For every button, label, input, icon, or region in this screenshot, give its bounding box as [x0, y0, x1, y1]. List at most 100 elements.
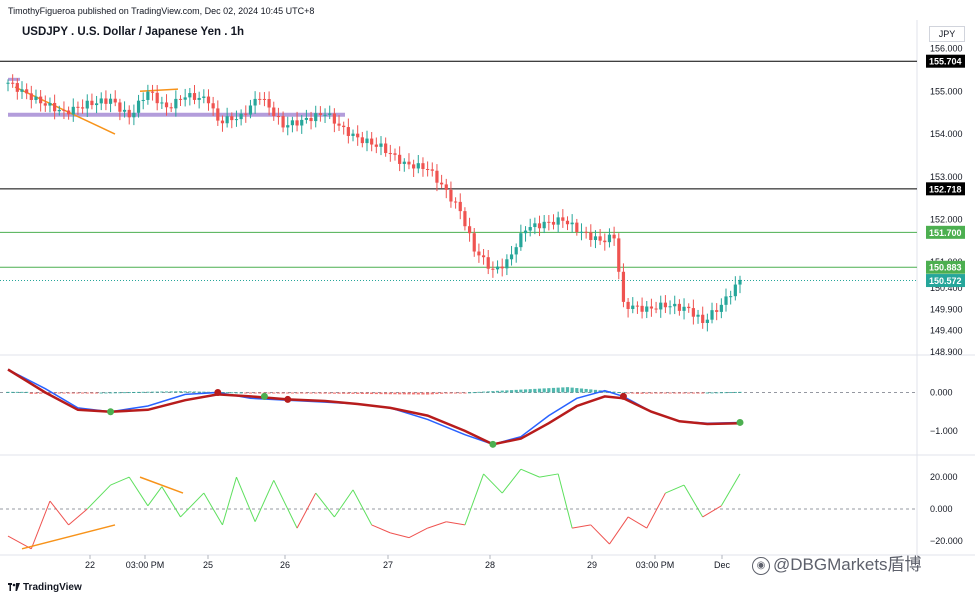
- candle-body: [412, 164, 416, 169]
- histogram-bar: [729, 392, 733, 394]
- candle-body: [430, 169, 434, 171]
- candle-body: [286, 125, 290, 128]
- price-pane[interactable]: [0, 60, 917, 332]
- candle-body: [598, 236, 602, 241]
- histogram-bar: [34, 392, 38, 394]
- histogram-bar: [197, 391, 201, 393]
- candle-body: [39, 96, 43, 104]
- histogram-bar: [150, 391, 155, 393]
- histogram-bar: [659, 392, 663, 394]
- candle-body: [146, 91, 150, 100]
- histogram-bar: [481, 391, 486, 393]
- candle-body: [621, 271, 626, 302]
- y-tick-label: 149.900: [930, 304, 963, 314]
- candle-body: [561, 217, 565, 221]
- level-label-bg: [926, 225, 965, 239]
- candle-body: [421, 163, 425, 169]
- candle-body: [505, 259, 509, 269]
- level-label-bg: [926, 182, 965, 196]
- time-axis: 22 03:00 PM 25 26 27 28 29 03:00 PM Dec: [85, 555, 730, 570]
- histogram-bar: [435, 392, 439, 395]
- candle-body: [500, 266, 504, 269]
- histogram-bar: [309, 392, 313, 394]
- oscillator-segment: [627, 516, 648, 529]
- candle-body: [43, 103, 47, 106]
- candle-body: [34, 96, 38, 100]
- candle-body: [467, 226, 472, 234]
- candle-body: [342, 125, 346, 128]
- candle-body: [514, 247, 518, 255]
- histogram-bar: [118, 392, 122, 394]
- candle-body: [295, 120, 299, 126]
- histogram-bar: [491, 391, 495, 393]
- candle-body: [407, 161, 411, 165]
- histogram-bar: [645, 392, 649, 394]
- oscillator-pane[interactable]: [0, 468, 917, 550]
- histogram-bar: [687, 392, 691, 394]
- candle-body: [281, 116, 285, 128]
- histogram-bar: [589, 389, 593, 393]
- histogram-bar: [39, 392, 43, 394]
- histogram-bar: [234, 392, 239, 394]
- histogram-bar: [551, 387, 556, 393]
- oscillator-segment: [315, 492, 335, 518]
- histogram-bar: [449, 392, 453, 394]
- histogram-bar: [388, 392, 392, 395]
- macd-pane[interactable]: [0, 368, 917, 448]
- candle-body: [62, 109, 66, 111]
- histogram-bar: [626, 392, 630, 394]
- oscillator-segment: [609, 516, 629, 545]
- histogram-bar: [80, 392, 85, 394]
- histogram-bar: [528, 389, 532, 393]
- histogram-bar: [724, 392, 728, 394]
- tradingview-logo[interactable]: TradingView: [8, 582, 82, 593]
- candle-body: [150, 91, 155, 93]
- histogram-bar: [15, 391, 19, 393]
- histogram-bar: [682, 392, 686, 394]
- histogram-bar: [253, 392, 257, 394]
- histogram-bar: [654, 392, 658, 394]
- oscillator-segment: [572, 524, 591, 529]
- candle-body: [267, 99, 271, 108]
- candle-body: [472, 233, 476, 252]
- histogram-bar: [276, 392, 281, 394]
- histogram-bar: [668, 392, 672, 394]
- candle-body: [645, 306, 649, 312]
- candle-body: [626, 301, 630, 309]
- oscillator-segment: [235, 476, 256, 522]
- candle-body: [160, 102, 164, 104]
- histogram-bar: [351, 392, 355, 394]
- histogram-bar: [272, 392, 276, 394]
- histogram-bar: [244, 392, 248, 394]
- candle-body: [687, 306, 691, 309]
- candle-body: [631, 305, 635, 309]
- oscillator-segment: [557, 473, 573, 529]
- level-label: 152.718: [929, 184, 962, 194]
- histogram-bar: [295, 392, 299, 394]
- histogram-bar: [379, 392, 383, 395]
- oscillator-segment: [464, 473, 485, 526]
- candle-body: [673, 303, 677, 307]
- candle-body: [216, 108, 220, 121]
- candle-body: [449, 189, 453, 202]
- currency-button[interactable]: JPY: [929, 26, 965, 42]
- histogram-bar: [99, 392, 103, 394]
- candle-body: [440, 182, 444, 185]
- histogram-bar: [239, 392, 243, 394]
- y-tick-label: 156.000: [930, 44, 963, 54]
- candle-body: [584, 231, 588, 233]
- histogram-bar: [477, 391, 481, 393]
- candle-body: [239, 113, 243, 120]
- candle-body: [304, 117, 308, 120]
- histogram-bar: [304, 392, 308, 394]
- candle-body: [71, 106, 75, 115]
- oscillator-segment: [371, 524, 391, 534]
- histogram-bar: [174, 391, 178, 393]
- histogram-bar: [25, 391, 29, 393]
- histogram-bar: [533, 388, 537, 393]
- candle-body: [220, 120, 225, 124]
- candle-body: [29, 93, 33, 100]
- published-info: TimothyFigueroa published on TradingView…: [8, 6, 315, 16]
- candle-body: [556, 217, 560, 225]
